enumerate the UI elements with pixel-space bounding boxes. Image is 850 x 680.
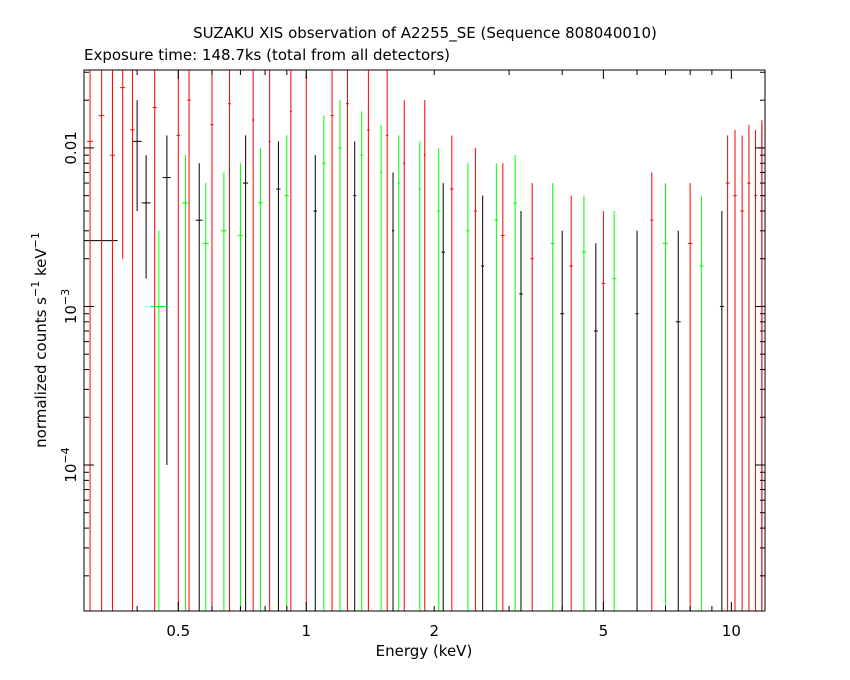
data-point	[740, 135, 744, 611]
data-point	[635, 230, 639, 611]
y-tick-label: 10−3	[59, 289, 80, 324]
data-point	[98, 70, 105, 611]
y-axis-label-exp2: −1	[29, 232, 42, 248]
data-point	[220, 172, 227, 611]
data-point	[338, 100, 342, 611]
data-point	[305, 70, 308, 611]
data-series-layer	[83, 70, 765, 611]
y-tick-labels: 0.01 10−3 10−4	[59, 131, 80, 482]
y-tick-label: 0.01	[62, 131, 80, 164]
data-point	[760, 119, 764, 611]
data-point	[441, 183, 445, 611]
data-point	[251, 70, 255, 611]
data-point	[397, 135, 400, 611]
series-1	[87, 70, 764, 611]
data-point	[650, 172, 654, 611]
data-point	[391, 172, 395, 611]
data-point	[202, 183, 209, 611]
y-axis-label: normalized counts s−1 keV−1	[29, 232, 50, 448]
data-point	[181, 155, 190, 611]
data-point	[276, 141, 281, 611]
data-point	[210, 70, 214, 611]
series-2	[150, 100, 704, 611]
data-point	[733, 129, 737, 611]
data-point	[322, 115, 326, 611]
data-point	[237, 163, 244, 611]
data-point	[87, 70, 94, 611]
data-point	[699, 195, 704, 611]
data-point	[569, 195, 573, 611]
data-point	[353, 141, 357, 611]
data-point	[187, 70, 191, 611]
y-axis-label-exp1: −1	[29, 281, 42, 297]
data-point	[284, 135, 289, 611]
data-point	[747, 124, 751, 611]
data-point	[345, 70, 349, 611]
data-point	[162, 135, 171, 466]
series-0	[83, 100, 765, 611]
plot-frame	[83, 69, 766, 612]
data-point	[560, 230, 565, 611]
x-tick-label: 10	[722, 622, 741, 640]
x-tick-label: 0.5	[166, 622, 190, 640]
chart-title: SUZAKU XIS observation of A2255_SE (Sequ…	[193, 24, 657, 43]
data-point	[612, 210, 616, 611]
data-point	[141, 155, 151, 279]
data-point	[473, 147, 477, 611]
data-point	[313, 155, 318, 611]
data-point	[687, 183, 693, 611]
x-tick-label: 1	[301, 622, 311, 640]
data-point	[176, 70, 181, 611]
data-point	[152, 70, 157, 611]
data-point	[581, 195, 586, 611]
data-point	[385, 70, 389, 611]
data-point	[418, 141, 421, 611]
data-point	[513, 155, 517, 611]
data-point	[519, 210, 523, 611]
x-axis-label: Energy (keV)	[376, 642, 473, 660]
x-tick-label: 2	[429, 622, 439, 640]
data-point	[481, 195, 485, 611]
data-point	[530, 183, 534, 611]
data-point	[500, 163, 505, 611]
x-tick-labels: 0.5 1 2 5 10	[166, 622, 741, 640]
data-point	[330, 70, 334, 611]
axis-ticks	[83, 70, 765, 611]
y-axis-label-base: normalized counts s	[32, 297, 50, 448]
data-point	[228, 70, 231, 611]
data-point	[195, 163, 203, 611]
data-point	[593, 243, 598, 611]
data-point	[675, 230, 681, 611]
data-point	[289, 70, 292, 611]
y-tick-label: 10−4	[59, 447, 80, 482]
data-point	[450, 135, 454, 611]
data-point	[268, 70, 271, 611]
data-point	[436, 147, 441, 611]
data-point	[367, 70, 370, 611]
data-point	[130, 70, 135, 611]
data-point	[379, 124, 383, 611]
data-point	[109, 70, 116, 611]
data-point	[403, 100, 406, 611]
data-point	[601, 210, 606, 611]
data-point	[258, 147, 263, 611]
data-point	[360, 111, 364, 611]
data-point	[132, 100, 142, 211]
x-tick-label: 5	[599, 622, 609, 640]
data-point	[243, 135, 249, 611]
data-point	[550, 183, 555, 611]
data-point	[466, 163, 470, 611]
data-point	[494, 163, 499, 611]
data-point	[423, 100, 426, 611]
data-point	[120, 70, 126, 259]
data-point	[662, 183, 669, 611]
data-point	[150, 230, 167, 611]
data-point	[725, 135, 730, 611]
y-axis-label-mid: keV	[32, 248, 50, 281]
data-point	[753, 129, 758, 611]
chart-titles: SUZAKU XIS observation of A2255_SE (Sequ…	[84, 24, 657, 64]
chart-subtitle: Exposure time: 148.7ks (total from all d…	[84, 46, 450, 64]
data-point	[719, 210, 724, 611]
